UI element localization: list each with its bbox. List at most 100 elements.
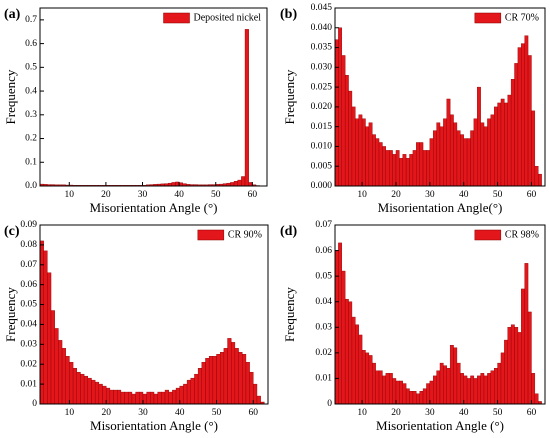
bar xyxy=(87,377,92,405)
bar xyxy=(341,270,346,405)
bar xyxy=(205,358,210,405)
bar xyxy=(171,182,176,187)
legend-label: Deposited nickel xyxy=(194,12,262,23)
bar xyxy=(105,387,111,405)
bar xyxy=(531,373,536,405)
x-axis-label: Misorientation Angle(°) xyxy=(378,200,503,215)
panel: 10 20 30 40 50 60 0 0.01 0.02 0.03 0.04 0.05 0.06 0.0… xyxy=(280,220,546,433)
bar xyxy=(54,328,59,405)
bar xyxy=(242,354,247,405)
bar xyxy=(83,375,89,405)
bar xyxy=(419,391,424,405)
bar xyxy=(446,98,451,187)
y-tick-label: 0.010 xyxy=(311,142,333,152)
y-tick-label: 0.040 xyxy=(311,23,333,33)
bar xyxy=(500,352,505,405)
y-tick-label: 0.03 xyxy=(315,322,332,332)
bar xyxy=(186,379,191,405)
bar xyxy=(372,362,376,405)
x-tick-label: 60 xyxy=(248,190,258,200)
plot-frame xyxy=(334,224,546,405)
plot-frame xyxy=(39,7,268,187)
bar xyxy=(69,362,74,405)
x-tick-label: 30 xyxy=(138,408,148,418)
bar xyxy=(139,391,144,405)
bar xyxy=(256,395,261,405)
plot-frame xyxy=(39,224,269,405)
x-tick-label: 40 xyxy=(174,190,184,200)
y-axis-label: Frequency xyxy=(282,69,297,124)
bar xyxy=(91,379,96,405)
y-tick-label: 0.1 xyxy=(25,157,37,167)
bar xyxy=(378,370,383,405)
bar xyxy=(334,39,339,187)
bar xyxy=(395,150,400,187)
bar xyxy=(446,368,451,405)
bar xyxy=(161,391,166,405)
panel: 10 20 30 40 50 60 0.000 0.005 0.010 0.015 0.020 0.0… xyxy=(280,3,546,215)
x-tick-label: 40 xyxy=(459,190,469,200)
bar xyxy=(135,391,140,405)
bar xyxy=(385,150,390,187)
bar xyxy=(480,122,485,187)
bar xyxy=(531,110,536,187)
bar xyxy=(58,340,63,405)
plot-frame xyxy=(334,7,546,187)
bar xyxy=(47,272,52,405)
bar xyxy=(355,118,359,187)
bar xyxy=(497,362,502,405)
bar xyxy=(164,389,169,405)
bar xyxy=(487,118,492,187)
bar xyxy=(443,365,447,405)
bar xyxy=(102,385,107,405)
bar xyxy=(227,338,232,405)
bar xyxy=(358,114,363,187)
bar xyxy=(402,383,407,405)
bar xyxy=(429,380,434,405)
bar xyxy=(436,370,441,405)
bar xyxy=(131,393,136,405)
bar xyxy=(473,378,478,405)
x-tick-label: 60 xyxy=(527,190,537,200)
panel-label: (d) xyxy=(280,224,297,239)
bar xyxy=(443,118,447,187)
bar xyxy=(436,122,441,187)
x-tick-label: 60 xyxy=(527,408,537,418)
bar xyxy=(470,130,475,187)
x-tick-label: 20 xyxy=(101,408,111,418)
bar xyxy=(175,387,180,405)
bar xyxy=(351,106,356,187)
y-tick-label: 0.07 xyxy=(315,220,332,230)
bar xyxy=(109,389,114,405)
y-axis-label: Frequency xyxy=(3,287,18,342)
panel-label: (c) xyxy=(4,224,20,239)
bar xyxy=(477,375,481,405)
x-axis-label: Misorientation Angle (°) xyxy=(90,200,218,215)
bar xyxy=(416,393,420,405)
bar xyxy=(521,288,525,405)
bar xyxy=(351,316,356,405)
bar xyxy=(483,126,488,187)
panel: 10 20 30 40 50 60 0.0 0.1 0.2 0.3 0.4 0.5 0.6 0.7 Miso… xyxy=(3,7,268,215)
bar xyxy=(378,142,383,187)
bar xyxy=(504,102,508,187)
bar xyxy=(153,393,158,405)
bar xyxy=(466,138,471,187)
x-tick-label: 40 xyxy=(459,408,469,418)
bar xyxy=(344,75,349,187)
bar xyxy=(190,377,195,405)
bar xyxy=(524,35,529,187)
bar xyxy=(168,391,173,405)
bar xyxy=(197,368,203,405)
bar xyxy=(463,138,468,187)
x-axis-label: Misorientation Angle (°) xyxy=(376,418,504,433)
y-tick-label: 0.7 xyxy=(25,15,37,25)
bar xyxy=(460,373,464,405)
bar xyxy=(219,352,225,405)
bar xyxy=(76,371,81,405)
y-tick-label: 0.02 xyxy=(20,359,37,369)
x-tick-label: 10 xyxy=(65,190,75,200)
bar xyxy=(146,391,151,405)
y-tick-label: 0.045 xyxy=(311,3,333,13)
bar xyxy=(194,373,199,405)
